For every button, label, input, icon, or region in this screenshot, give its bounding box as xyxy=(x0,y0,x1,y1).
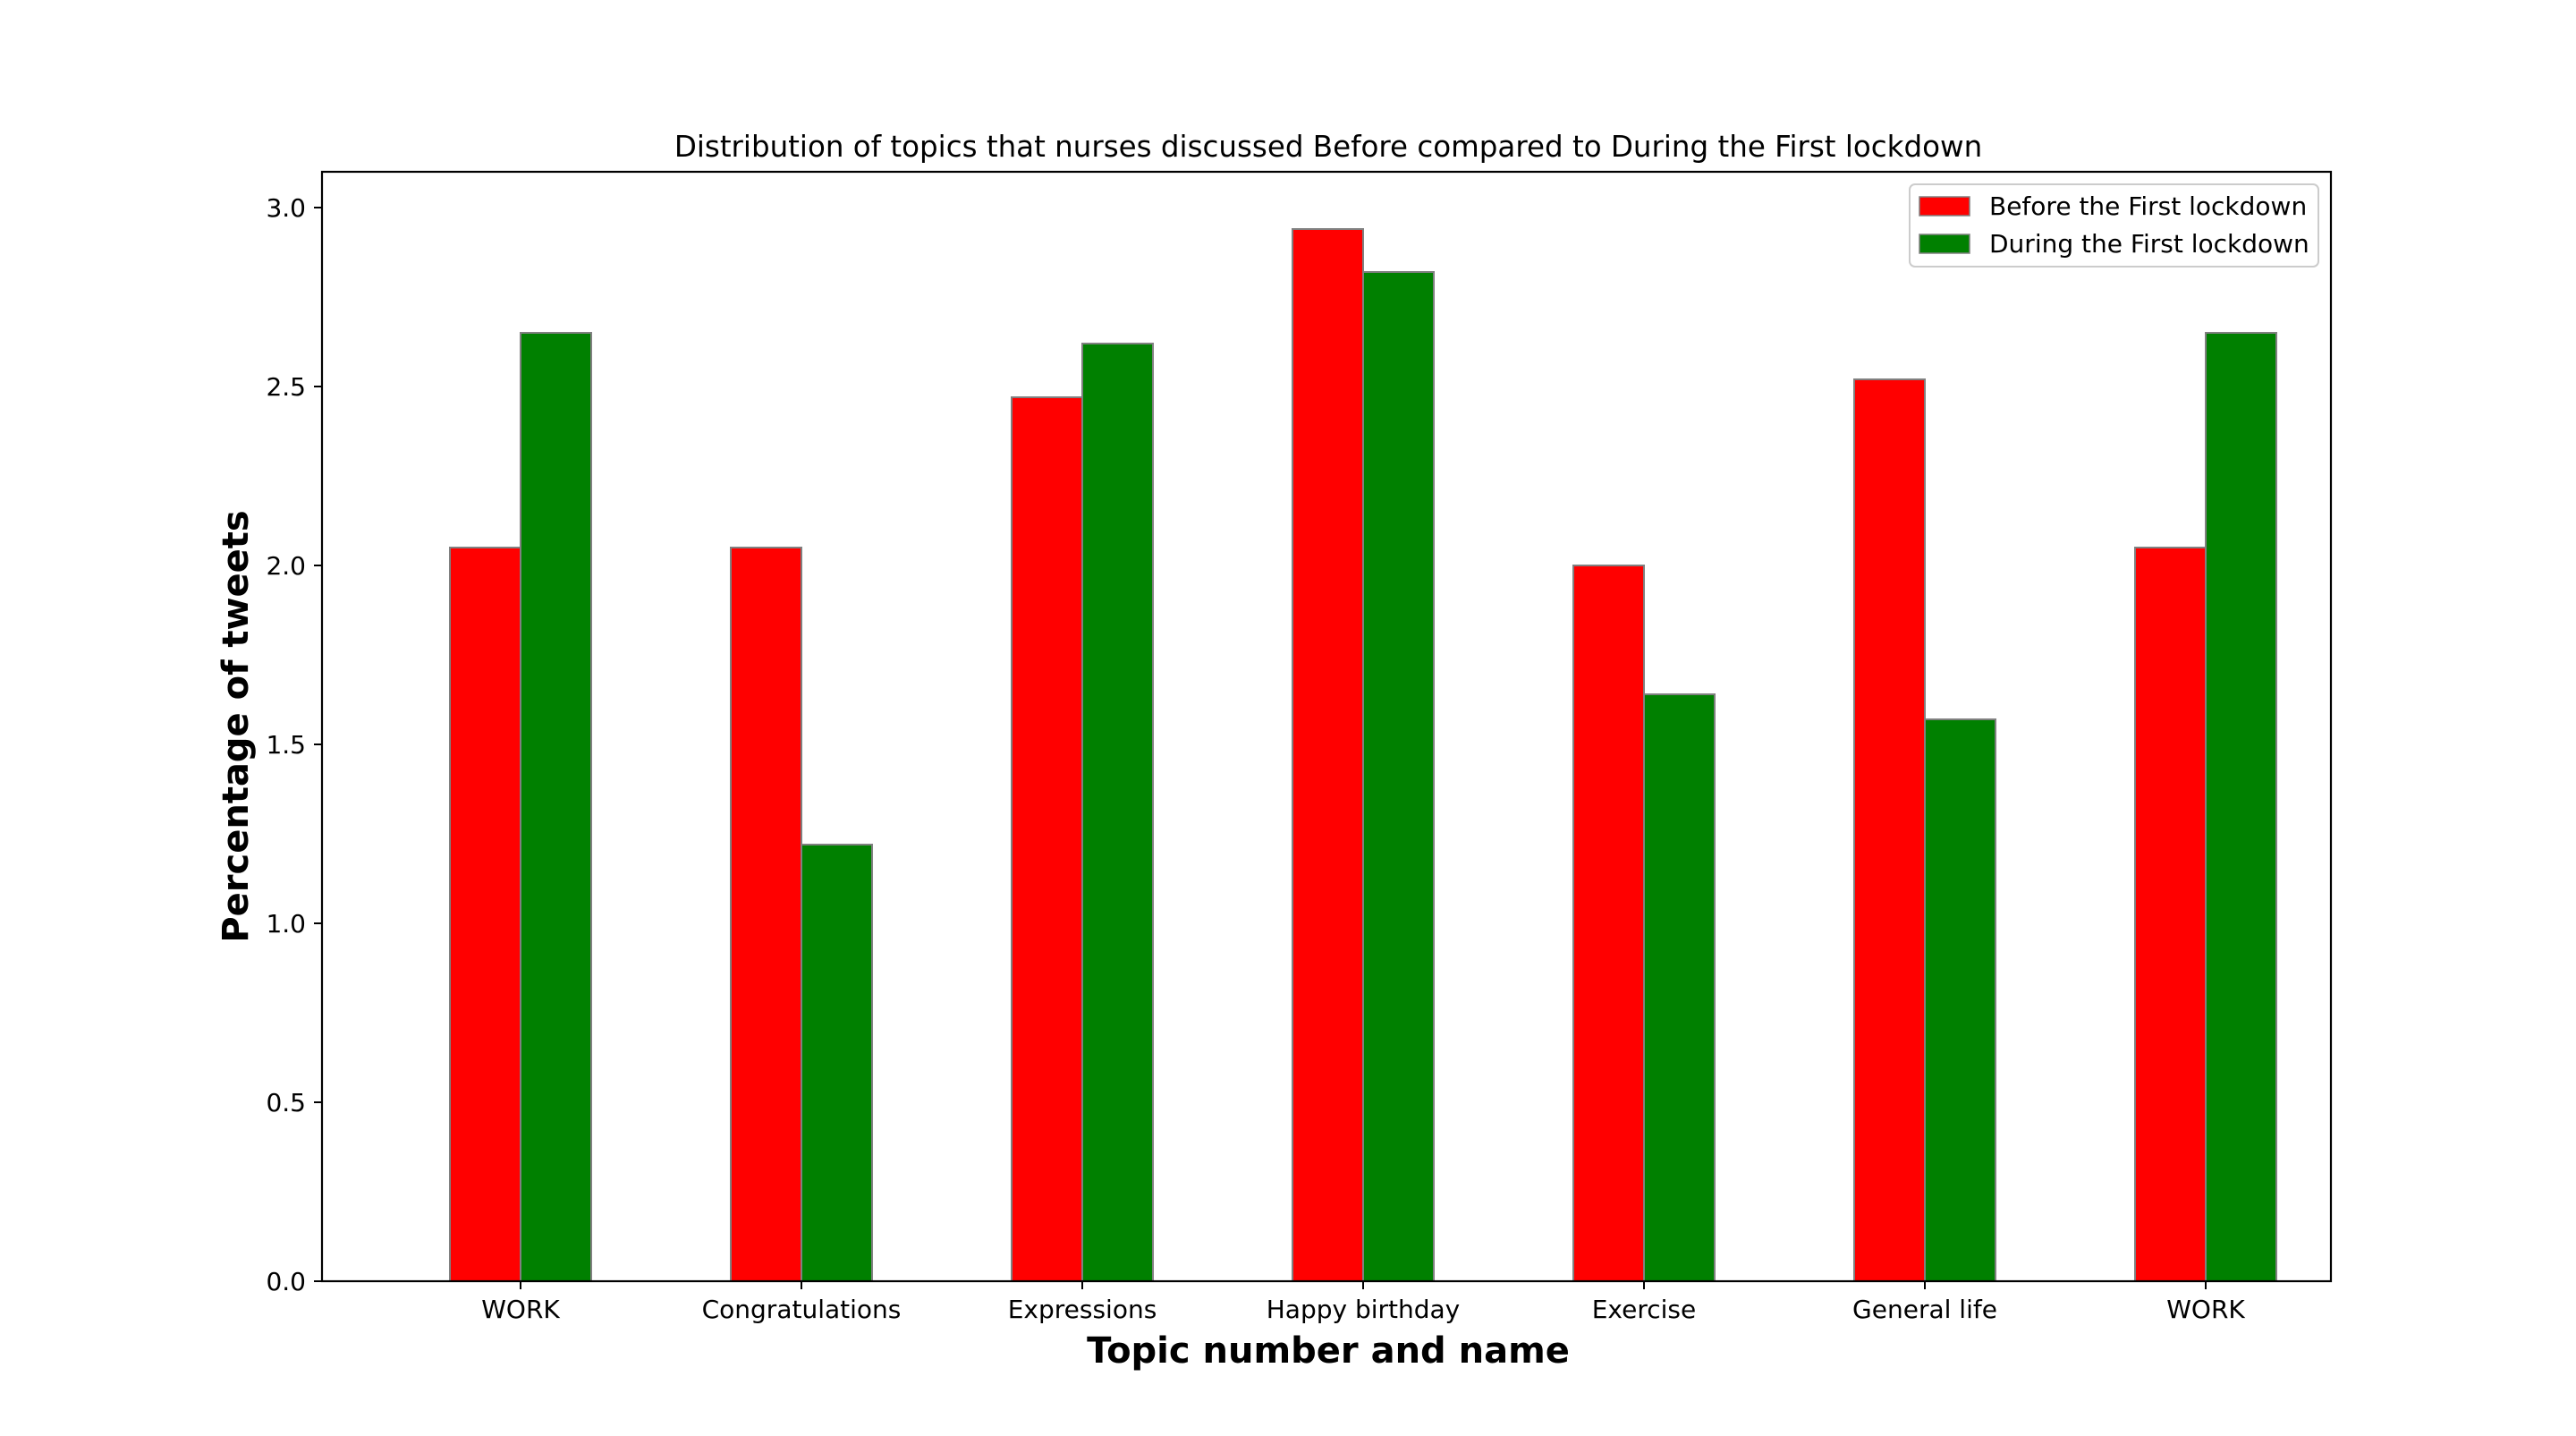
y-axis-label: Percentage of tweets xyxy=(216,510,257,942)
bar-before-1 xyxy=(730,547,802,1282)
y-tick-label-0: 0.0 xyxy=(266,1267,306,1296)
bar-before-5 xyxy=(1853,378,1926,1282)
x-tick-label-6: WORK xyxy=(2166,1295,2245,1324)
x-tick-label-1: Congratulations xyxy=(702,1295,902,1324)
bars-layer xyxy=(449,228,2277,1282)
legend-swatch-before xyxy=(1919,196,1970,217)
y-tick-label-5: 2.5 xyxy=(266,372,306,402)
bar-during-3 xyxy=(1362,271,1435,1282)
x-axis: WORK Congratulations Expressions Happy birt… xyxy=(481,1281,2245,1324)
bar-before-4 xyxy=(1572,565,1645,1282)
bar-during-5 xyxy=(1924,718,1996,1282)
y-tick-label-4: 2.0 xyxy=(266,551,306,581)
bar-before-2 xyxy=(1011,396,1083,1282)
legend-label-during: During the First lockdown xyxy=(1989,229,2309,259)
legend: Before the First lockdown During the Fir… xyxy=(1909,183,2319,268)
bar-before-3 xyxy=(1292,228,1364,1282)
bar-before-0 xyxy=(449,547,521,1282)
bar-during-6 xyxy=(2205,332,2277,1282)
bar-before-6 xyxy=(2134,547,2207,1282)
bar-during-0 xyxy=(520,332,592,1282)
legend-label-before: Before the First lockdown xyxy=(1989,191,2307,221)
y-tick-label-3: 1.5 xyxy=(266,730,306,760)
legend-box xyxy=(1909,183,2319,268)
x-tick-label-0: WORK xyxy=(481,1295,560,1324)
x-tick-label-2: Expressions xyxy=(1008,1295,1157,1324)
chart-title: Distribution of topics that nurses discu… xyxy=(674,130,1982,164)
y-tick-label-2: 1.0 xyxy=(266,909,306,939)
x-tick-label-3: Happy birthday xyxy=(1267,1295,1461,1324)
plot-frame xyxy=(320,170,2333,1283)
legend-swatch-during xyxy=(1919,234,1970,254)
x-axis-label: Topic number and name xyxy=(1087,1330,1570,1372)
x-tick-label-4: Exercise xyxy=(1592,1295,1697,1324)
bar-during-2 xyxy=(1081,343,1154,1282)
y-axis: 0.0 0.5 1.0 1.5 2.0 2.5 3.0 xyxy=(266,193,322,1296)
y-tick-label-6: 3.0 xyxy=(266,193,306,223)
bar-during-4 xyxy=(1643,693,1716,1282)
y-tick-label-1: 0.5 xyxy=(266,1088,306,1117)
x-tick-label-5: General life xyxy=(1852,1295,1997,1324)
bar-during-1 xyxy=(801,844,873,1282)
